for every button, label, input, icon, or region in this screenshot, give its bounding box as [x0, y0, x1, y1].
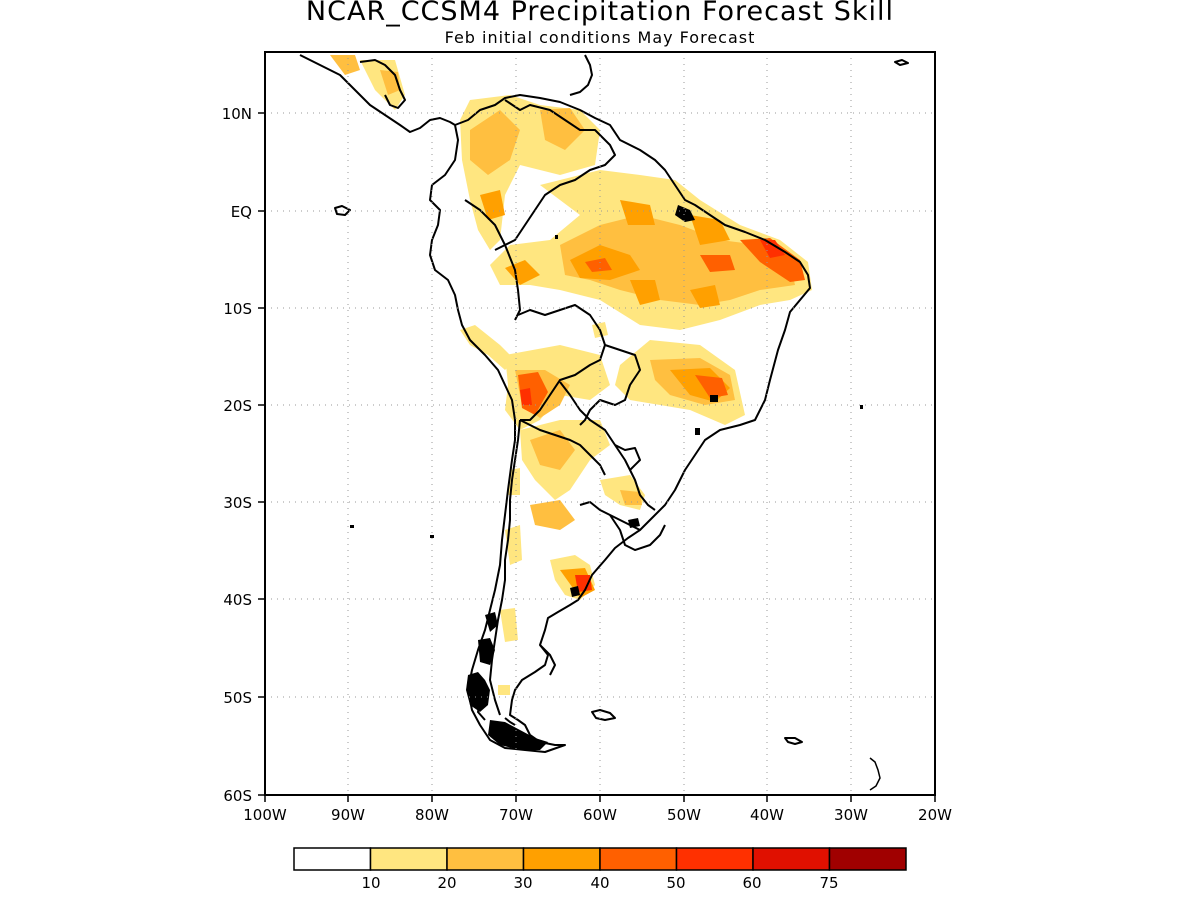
map-subtitle: Feb initial conditions May Forecast	[444, 28, 756, 47]
y-tick-labels: 10N EQ 10S 20S 30S 40S 50S 60S	[222, 105, 252, 805]
colorbar-label: 20	[437, 874, 456, 892]
colorbar-box	[599, 847, 678, 871]
colorbar-box	[828, 847, 907, 871]
x-tick-label: 70W	[499, 806, 533, 824]
x-tick-label: 90W	[331, 806, 365, 824]
colorbar-label: 40	[590, 874, 609, 892]
eastern-islands	[869, 757, 881, 791]
y-tick-label: 50S	[223, 689, 252, 707]
colorbar-box	[522, 847, 601, 871]
colorbar-box	[752, 847, 831, 871]
x-tick-label: 100W	[243, 806, 287, 824]
x-tick-label: 30W	[834, 806, 868, 824]
x-tick-label: 20W	[918, 806, 952, 824]
colorbar-label: 10	[361, 874, 380, 892]
y-tick-label: 40S	[223, 591, 252, 609]
y-tick-label: 20S	[223, 397, 252, 415]
colorbar-box	[446, 847, 525, 871]
y-tick-label: 10N	[222, 105, 252, 123]
gridlines	[265, 52, 935, 795]
x-tick-labels: 100W 90W 80W 70W 60W 50W 40W 30W 20W	[243, 806, 952, 824]
y-tick-label: 60S	[223, 787, 252, 805]
x-tick-label: 80W	[415, 806, 449, 824]
y-tick-marks	[258, 112, 265, 796]
colorbar-label: 30	[513, 874, 532, 892]
colorbar-label: 50	[666, 874, 685, 892]
map-title: NCAR_CCSM4 Precipitation Forecast Skill	[305, 0, 895, 27]
colorbar-label: 60	[742, 874, 761, 892]
y-tick-label: 30S	[223, 494, 252, 512]
coastlines	[299, 54, 909, 753]
colorbar-label: 75	[819, 874, 838, 892]
x-tick-marks	[264, 795, 936, 802]
colorbar-box	[369, 847, 448, 871]
colorbar-box	[675, 847, 754, 871]
x-tick-label: 50W	[667, 806, 701, 824]
x-tick-label: 40W	[750, 806, 784, 824]
y-tick-label: EQ	[231, 203, 252, 221]
x-tick-label: 60W	[583, 806, 617, 824]
y-tick-label: 10S	[223, 300, 252, 318]
chile-archipelago	[350, 205, 863, 750]
colorbar-box	[293, 847, 372, 871]
colorbar: 10 20 30 40 50 60 75	[293, 847, 907, 892]
skill-shading	[330, 55, 812, 695]
